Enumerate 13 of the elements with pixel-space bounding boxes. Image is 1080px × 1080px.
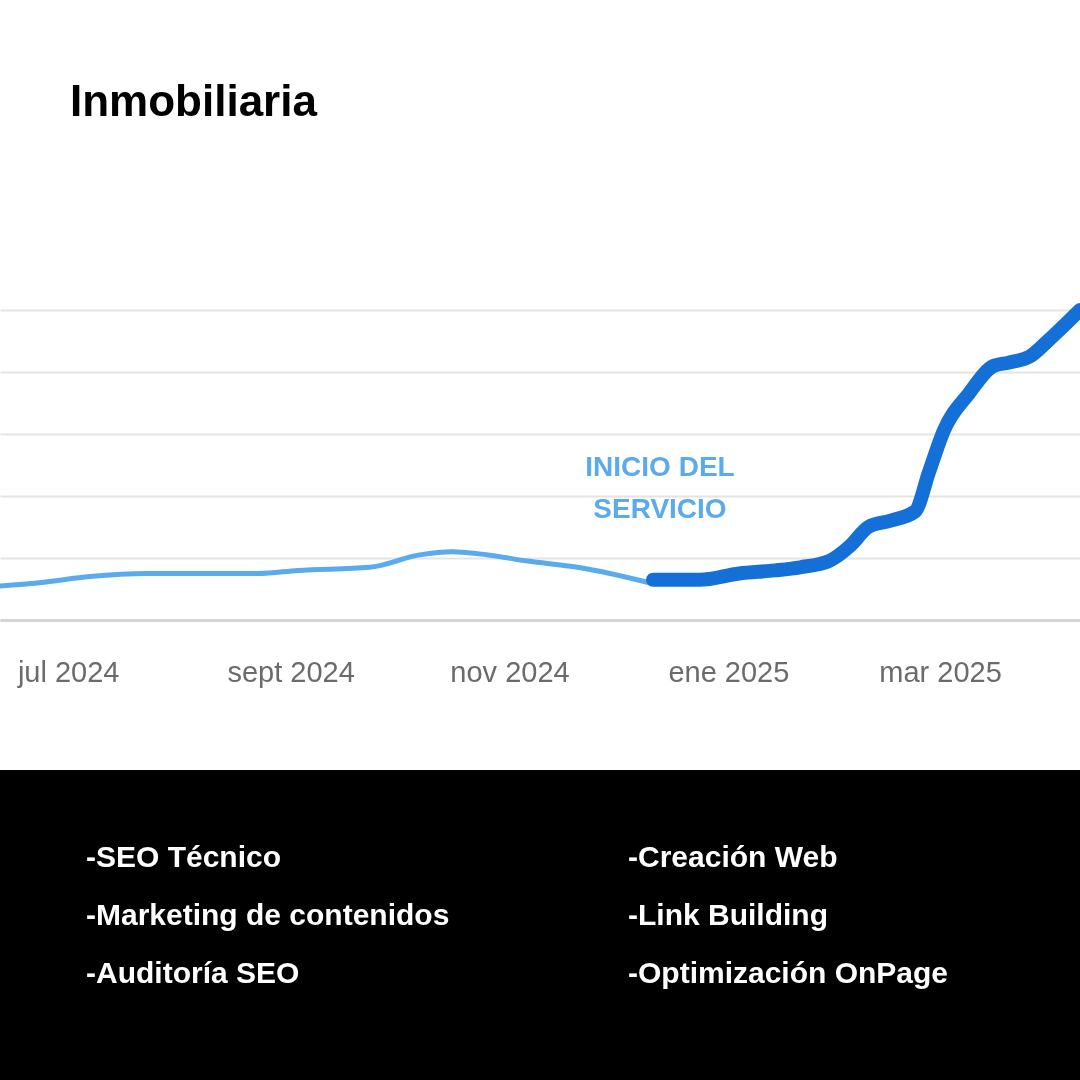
x-tick-label: jul 2024	[16, 655, 120, 688]
x-tick-label: mar 2025	[879, 655, 1002, 688]
x-tick-label: nov 2024	[450, 655, 570, 688]
text: -Link Building	[628, 898, 829, 932]
annotation: INICIO DEL SERVICIO	[584, 450, 736, 526]
text: -Optimización OnPage	[628, 956, 950, 990]
text: -SEO Técnico	[86, 840, 283, 874]
text: -Creación Web	[628, 840, 839, 874]
text: -Auditoría SEO	[86, 956, 301, 990]
x-tick-label: sept 2024	[227, 655, 355, 688]
text: -Marketing de contenidos	[86, 898, 451, 932]
chart-title: Inmobiliaria	[70, 76, 317, 126]
x-tick-label: ene 2025	[668, 655, 790, 688]
